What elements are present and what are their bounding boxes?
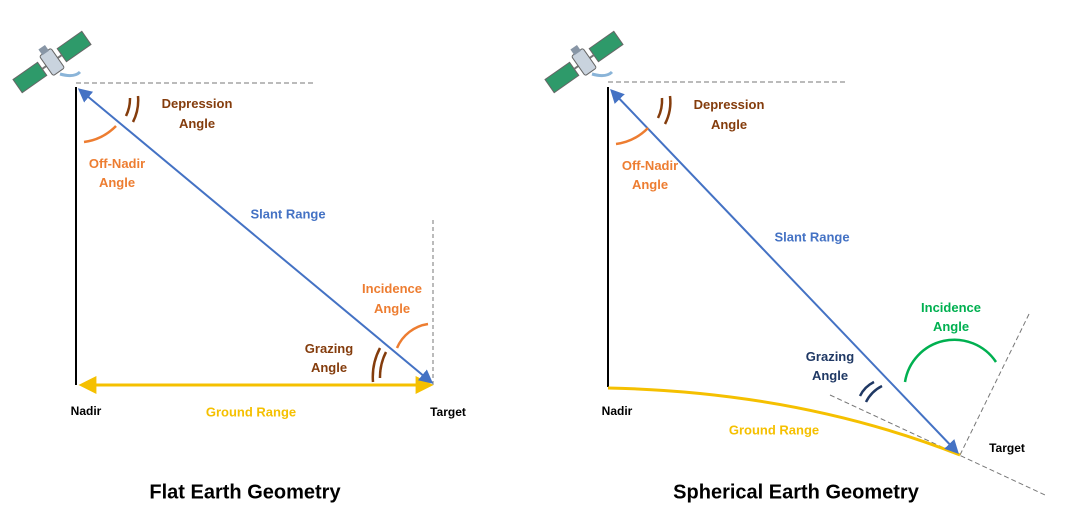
normal-line (959, 311, 1031, 456)
incidence-arc (903, 338, 998, 383)
satellite-icon (537, 21, 627, 98)
slant-range-label: Slant Range (774, 229, 849, 244)
incidence-label: Incidence Angle (362, 281, 422, 316)
spherical-earth-diagram: Depression Angle Off-Nadir Angle Slant Ran… (537, 21, 1046, 503)
slant-range-arrow (77, 88, 434, 384)
slant-range-arrow (610, 88, 959, 455)
target-label: Target (989, 441, 1025, 455)
nadir-label: Nadir (602, 404, 633, 418)
slant-range-label: Slant Range (250, 206, 325, 221)
ground-range-label: Ground Range (729, 422, 819, 437)
incidence-arc (395, 322, 429, 349)
satellite-icon (5, 21, 95, 98)
off-nadir-label: Off-Nadir Angle (622, 158, 678, 192)
target-label: Target (430, 405, 466, 419)
grazing-arc (371, 347, 388, 383)
depression-arc (656, 95, 672, 125)
grazing-label: Grazing Angle (806, 349, 854, 383)
diagram-title: Spherical Earth Geometry (673, 481, 920, 503)
ground-range-label: Ground Range (206, 404, 296, 419)
grazing-label: Grazing Angle (305, 341, 353, 375)
flat-earth-diagram: Depression Angle Off-Nadir Angle Slant Ran… (5, 21, 466, 503)
off-nadir-label: Off-Nadir Angle (89, 156, 145, 190)
depression-label: Depression Angle (162, 96, 233, 131)
depression-arc (124, 95, 140, 123)
diagram-title: Flat Earth Geometry (149, 481, 341, 503)
off-nadir-arc (615, 127, 649, 146)
depression-label: Depression Angle (694, 97, 765, 132)
grazing-arc (858, 380, 883, 403)
nadir-label: Nadir (71, 404, 102, 418)
incidence-label: Incidence Angle (921, 300, 981, 334)
off-nadir-arc (83, 125, 117, 144)
